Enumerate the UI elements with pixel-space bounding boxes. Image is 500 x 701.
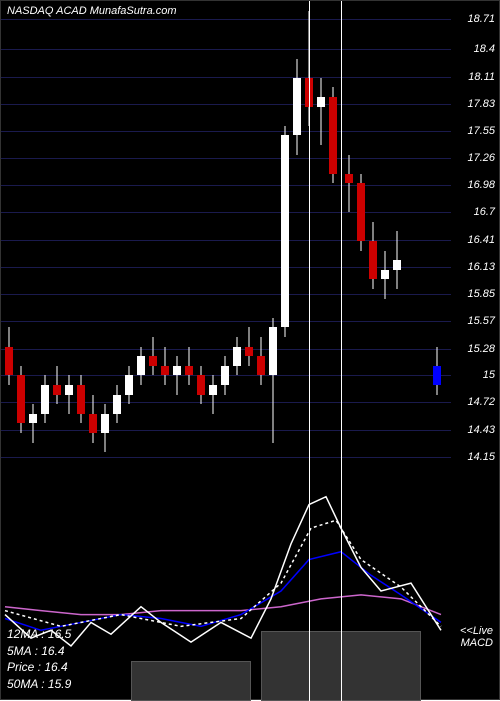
live-label-1: <<Live: [460, 625, 493, 637]
gridline: [1, 457, 451, 458]
gridline: [1, 267, 451, 268]
indicator-bar: [131, 661, 251, 701]
cursor-vline: [341, 1, 342, 701]
legend-line: 50MA : 15.9: [7, 676, 71, 693]
y-axis-label: 17.83: [467, 98, 495, 110]
gridline: [1, 240, 451, 241]
gridline: [1, 104, 451, 105]
y-axis-label: 18.11: [468, 71, 495, 83]
y-axis-label: 16.41: [467, 234, 495, 246]
chart-container: NASDAQ ACAD MunafaSutra.com 18.7118.418.…: [0, 0, 500, 700]
indicator-line: [5, 520, 441, 626]
y-axis-label: 14.72: [467, 396, 495, 408]
y-axis-label: 15.85: [467, 288, 495, 300]
y-axis-label: 16.7: [474, 206, 495, 218]
legend-line: 5MA : 16.4: [7, 643, 71, 660]
y-axis-label: 17.26: [467, 152, 495, 164]
legend-line: 12MA : 16.5: [7, 626, 71, 643]
live-macd-label: <<Live MACD: [460, 625, 493, 649]
y-axis-label: 17.55: [467, 125, 495, 137]
y-axis-label: 18.4: [474, 43, 495, 55]
indicator-line: [5, 595, 441, 615]
chart-header: NASDAQ ACAD MunafaSutra.com: [7, 5, 177, 17]
gridline: [1, 158, 451, 159]
y-axis-label: 16.13: [467, 261, 495, 273]
y-axis-label: 14.15: [467, 451, 495, 463]
y-axis-label: 14.43: [467, 424, 495, 436]
y-axis-label: 18.71: [467, 13, 495, 25]
price-y-axis: 18.71 18.4 18.11 17.83 17.55 17.26 16.98 16.7 16…: [451, 1, 500, 481]
cursor-vline: [309, 1, 310, 701]
gridline: [1, 131, 451, 132]
indicator-line: [5, 552, 441, 631]
gridline: [1, 77, 451, 78]
gridline: [1, 49, 451, 50]
indicator-line: [5, 497, 441, 646]
legend-line: Price : 16.4: [7, 659, 71, 676]
gridline: [1, 321, 451, 322]
y-axis-label: 16.98: [467, 179, 495, 191]
gridline: [1, 212, 451, 213]
legend-box: 12MA : 16.55MA : 16.4Price : 16.450MA : …: [7, 626, 71, 693]
gridline: [1, 19, 451, 20]
gridline: [1, 185, 451, 186]
gridline: [1, 294, 451, 295]
live-label-2: MACD: [460, 637, 493, 649]
y-axis-label: 15.57: [467, 315, 495, 327]
gridline: [1, 430, 451, 431]
y-axis-label: 15: [483, 369, 495, 381]
gridline: [1, 349, 451, 350]
y-axis-label: 15.28: [467, 343, 495, 355]
price-panel: 18.71 18.4 18.11 17.83 17.55 17.26 16.98 16.7 16…: [1, 1, 500, 481]
indicator-panel: [1, 481, 500, 701]
